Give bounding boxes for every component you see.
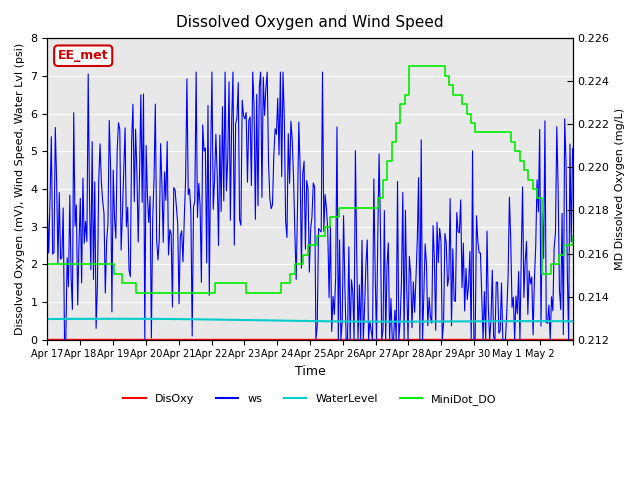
Title: Dissolved Oxygen and Wind Speed: Dissolved Oxygen and Wind Speed [176, 15, 444, 30]
Y-axis label: MD Dissolved Oxygen (mg/L): MD Dissolved Oxygen (mg/L) [615, 108, 625, 270]
X-axis label: Time: Time [294, 365, 325, 378]
Y-axis label: Dissolved Oxygen (mV), Wind Speed, Water Lvl (psi): Dissolved Oxygen (mV), Wind Speed, Water… [15, 43, 25, 335]
Legend: DisOxy, ws, WaterLevel, MiniDot_DO: DisOxy, ws, WaterLevel, MiniDot_DO [119, 390, 501, 409]
Text: EE_met: EE_met [58, 49, 109, 62]
